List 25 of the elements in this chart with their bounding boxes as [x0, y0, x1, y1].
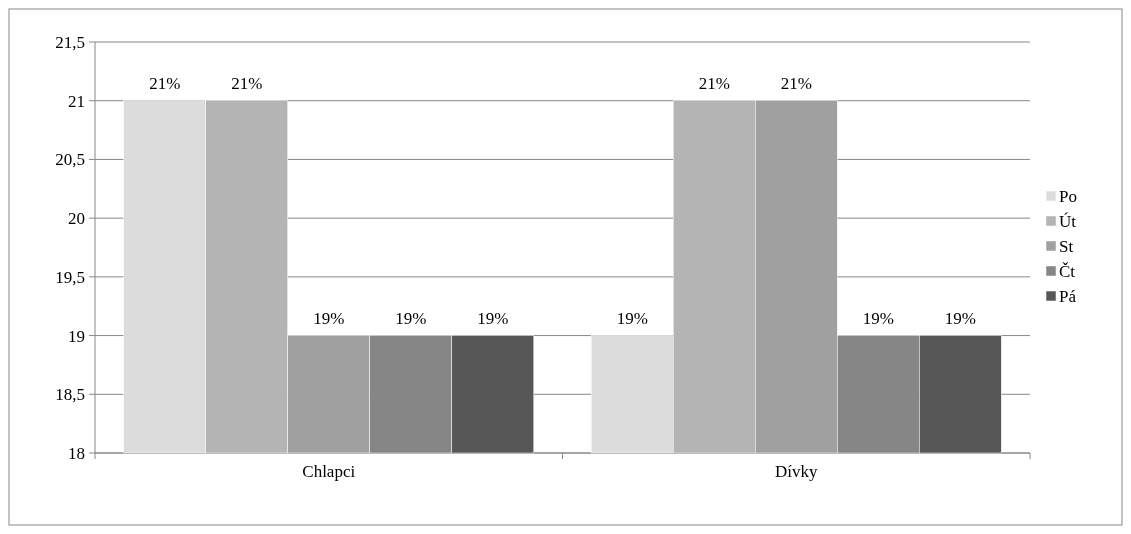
data-label: 21% [231, 73, 263, 93]
legend-label: Po [1059, 186, 1077, 206]
data-label: 19% [862, 308, 894, 328]
data-label: 21% [780, 73, 812, 93]
data-label: 19% [616, 308, 648, 328]
x-tick-label: Chlapci [302, 462, 356, 481]
y-tick-label: 20,5 [55, 150, 85, 170]
y-tick-label: 20 [68, 209, 85, 229]
data-label: 21% [698, 73, 730, 93]
y-tick-label: 21 [68, 91, 85, 111]
data-label: 19% [395, 308, 427, 328]
y-tick-label: 19,5 [55, 267, 85, 287]
data-label: 19% [477, 308, 509, 328]
x-tick-label: Dívky [775, 462, 818, 481]
legend-label: St [1059, 236, 1074, 256]
data-label: 21% [149, 73, 181, 93]
y-tick-label: 18,5 [55, 385, 85, 405]
legend-label: Pá [1059, 286, 1077, 306]
legend-label: Út [1059, 211, 1077, 231]
y-tick-label: 18 [68, 443, 85, 463]
y-tick-label: 21,5 [55, 32, 85, 52]
data-label: 19% [313, 308, 345, 328]
data-label: 19% [944, 308, 976, 328]
y-tick-label: 19 [68, 326, 85, 346]
legend-label: Čt [1059, 261, 1076, 281]
